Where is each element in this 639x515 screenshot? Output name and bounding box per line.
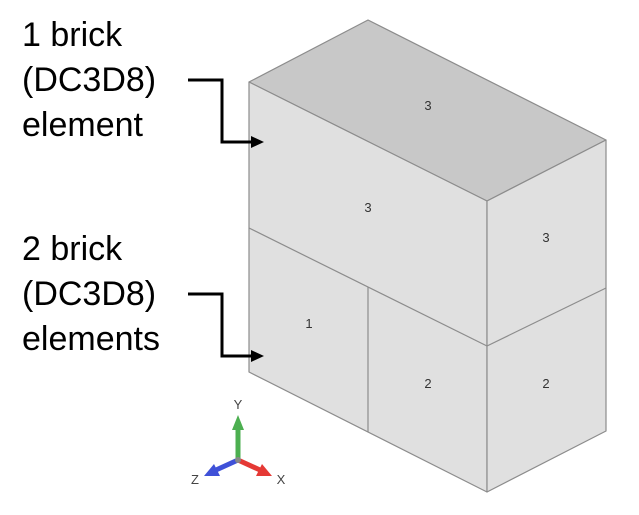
callout-upper-leader [188, 78, 252, 144]
brick-mesh [248, 19, 607, 493]
side-face [486, 139, 607, 493]
z-axis-arrowhead [204, 464, 220, 476]
element-label-front-lower-right: 2 [424, 376, 431, 391]
callout-upper-arrowhead [251, 136, 264, 148]
element-label-side-upper: 3 [542, 230, 549, 245]
side-split-line [486, 287, 607, 347]
z-axis-shaft [213, 457, 241, 473]
callout-upper: 1 brick (DC3D8) element [22, 16, 264, 148]
callout-lower: 2 brick (DC3D8) elements [22, 230, 264, 362]
element-label-side-lower: 2 [542, 376, 549, 391]
callout-upper-line3: element [22, 106, 144, 144]
element-label-top: 3 [424, 98, 431, 113]
axis-triad: Y X Z [191, 397, 286, 487]
callout-lower-line2: (DC3D8) [22, 275, 156, 313]
y-axis-arrowhead [232, 415, 244, 430]
callout-lower-line3: elements [22, 320, 160, 358]
element-label-front-upper: 3 [364, 200, 371, 215]
callout-lower-line1: 2 brick [22, 230, 123, 268]
x-axis-shaft [235, 457, 263, 473]
callout-lower-leader [188, 292, 252, 358]
callout-upper-line1: 1 brick [22, 16, 123, 54]
y-axis-label: Y [234, 397, 243, 412]
callout-upper-line2: (DC3D8) [22, 61, 156, 99]
axis-origin [235, 457, 241, 463]
element-label-front-lower-left: 1 [305, 316, 312, 331]
x-axis-arrowhead [256, 464, 272, 476]
callout-lower-arrowhead [251, 350, 264, 362]
x-axis-label: X [277, 472, 286, 487]
z-axis-label: Z [191, 472, 199, 487]
